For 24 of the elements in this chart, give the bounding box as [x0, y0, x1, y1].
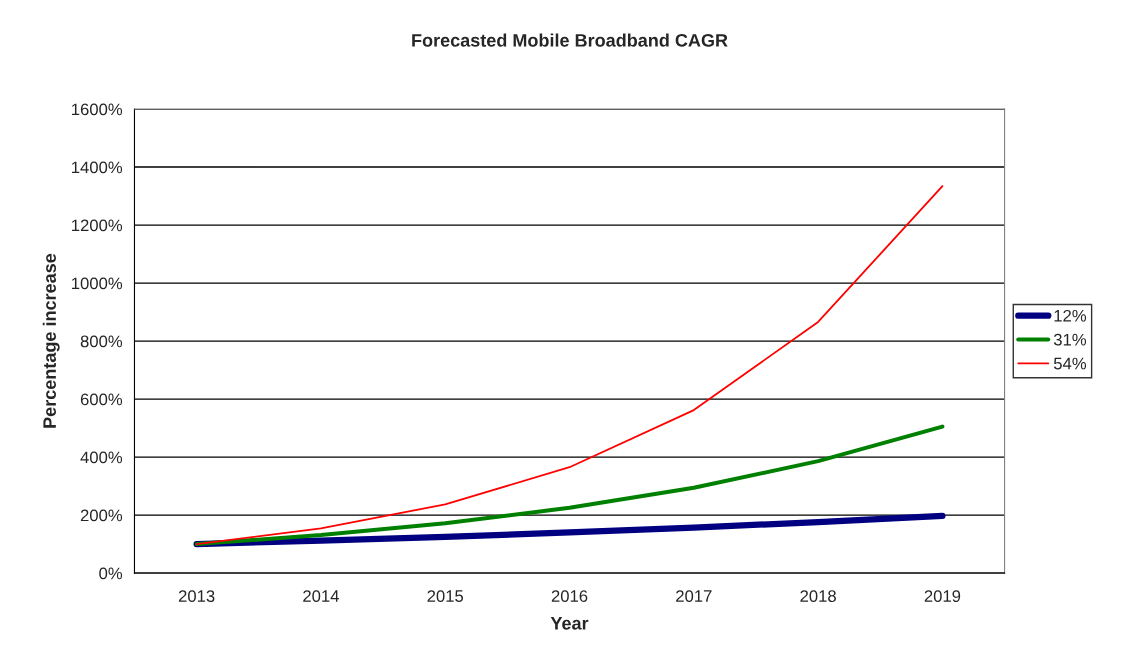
x-axis-title: Year [550, 617, 589, 630]
x-tick-label: 2019 [924, 590, 961, 602]
y-tick-label: 1400% [72, 161, 123, 174]
y-tick-label: 1000% [72, 277, 123, 290]
x-tick-label: 2013 [178, 590, 215, 602]
x-tick-label: 2016 [551, 590, 588, 602]
y-tick-label: 800% [80, 335, 123, 348]
y-tick-label: 400% [80, 451, 123, 464]
legend-label: 31% [1053, 333, 1087, 346]
line-series [195, 185, 944, 545]
y-tick-label: 1200% [72, 219, 123, 232]
legend-label: 12% [1054, 309, 1087, 322]
line-series [194, 424, 945, 547]
y-tick-label: 1600% [72, 103, 123, 116]
x-tick-label: 2014 [303, 590, 339, 602]
y-axis-title: Percentage increase [42, 253, 60, 428]
y-tick-label: 200% [80, 509, 123, 522]
x-tick-label: 2018 [800, 590, 836, 602]
legend-label: 54% [1053, 357, 1087, 370]
y-tick-label: 0% [99, 567, 123, 580]
y-tick-label: 600% [80, 393, 123, 406]
x-tick-label: 2017 [676, 590, 712, 602]
chart-title: Forecasted Mobile Broadband CAGR [412, 33, 728, 47]
x-tick-label: 2015 [427, 590, 464, 602]
